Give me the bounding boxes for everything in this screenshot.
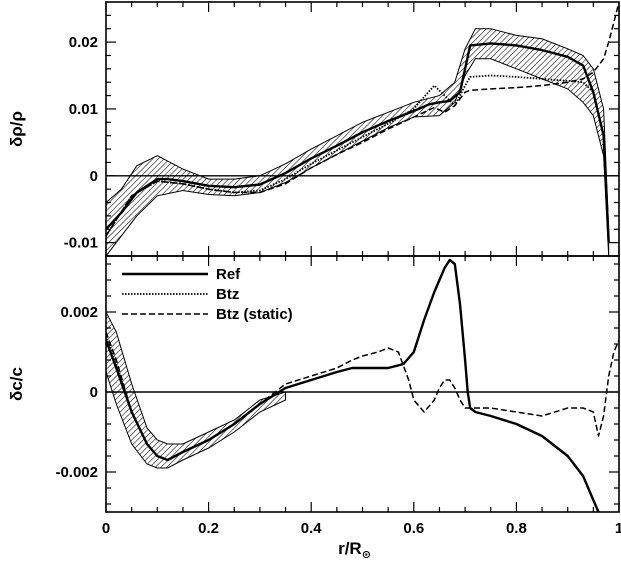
bottom-series-ref xyxy=(106,258,600,512)
top-y-tick-label: -0.01 xyxy=(64,235,98,252)
bottom-series-btz-static xyxy=(106,331,619,461)
bottom-x-tick-label: 0.4 xyxy=(301,520,323,537)
legend-label: Btz (static) xyxy=(216,306,293,323)
bottom-y-tick-label: 0 xyxy=(90,384,98,401)
top-y-tick-label: 0 xyxy=(90,168,98,185)
top-y-axis-label: δρ/ρ xyxy=(7,111,26,147)
top-panel: -0.01 0 0.01 0.02 δρ/ρ xyxy=(7,1,620,257)
top-y-tick-label: 0.02 xyxy=(69,34,98,51)
top-series-btz-static xyxy=(106,2,619,237)
bottom-x-tick-label: 1 xyxy=(615,520,621,537)
x-axis-label: r/R⊙ xyxy=(338,539,371,561)
bottom-panel: -0.002 0 0.002 0 0.2 0.4 0.6 0.8 1 δc/c r/R⊙ Ref Btz… xyxy=(7,255,621,561)
top-uncertainty-band xyxy=(106,28,610,256)
bottom-y-tick-label: -0.002 xyxy=(55,464,98,481)
bottom-series-btz xyxy=(106,259,600,512)
bottom-x-tick-label: 0 xyxy=(102,520,110,537)
bottom-uncertainty-band xyxy=(106,311,286,469)
top-y-tick-label: 0.01 xyxy=(69,101,98,118)
bottom-x-tick-label: 0.8 xyxy=(506,520,527,537)
bottom-x-tick-label: 0.2 xyxy=(198,520,219,537)
bottom-x-tick-label: 0.6 xyxy=(403,520,424,537)
legend: Ref Btz Btz (static) xyxy=(122,266,293,323)
legend-label: Btz xyxy=(216,286,239,303)
bottom-y-tick-label: 0.002 xyxy=(60,304,98,321)
top-series-btz xyxy=(106,74,610,243)
bottom-y-axis-label: δc/c xyxy=(7,367,26,401)
top-series-ref xyxy=(106,42,610,243)
legend-label: Ref xyxy=(216,266,241,283)
